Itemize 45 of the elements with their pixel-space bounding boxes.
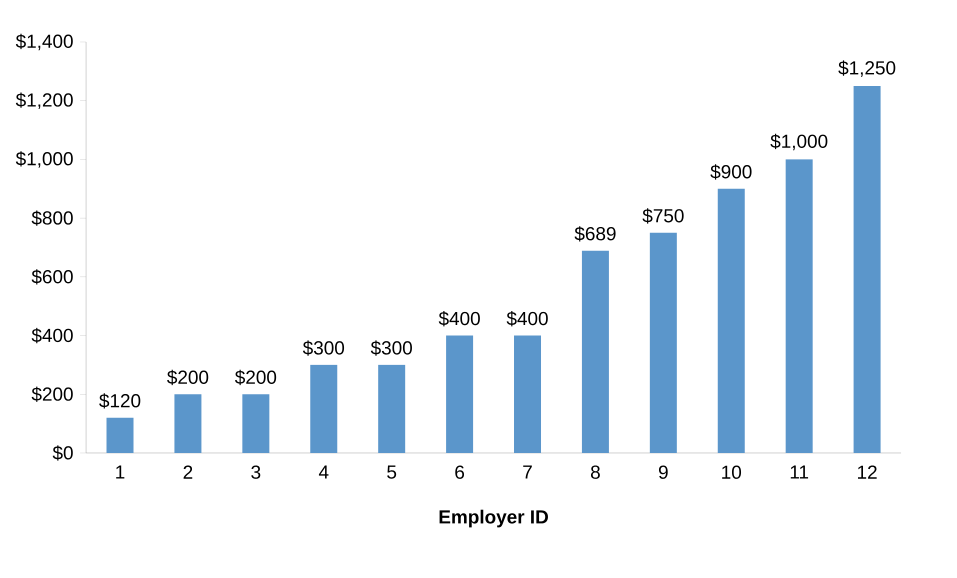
x-tick-label: 10 [722,465,742,479]
bar [718,188,745,453]
data-label: $400 [506,311,548,326]
bar [242,394,270,453]
x-tick-label: 5 [387,466,396,479]
x-tick-label: 3 [251,465,260,479]
y-tick-label: $1,200 [16,92,73,109]
y-tick-label: $1,000 [16,151,73,168]
bar [786,159,813,453]
y-tick-label: $200 [32,386,73,402]
bar [310,364,338,453]
x-tick-label: 9 [658,465,668,479]
data-label: $900 [710,164,752,180]
data-label: $120 [99,393,140,409]
data-label: $300 [370,340,412,356]
y-tick-label: $1,400 [16,34,73,50]
bar [582,250,609,453]
x-tick-label: 2 [184,465,192,479]
data-label: $400 [438,311,480,326]
y-tick-label: $600 [32,269,73,285]
y-tick-label: $400 [32,328,73,344]
data-label: $200 [167,370,208,386]
data-label: $200 [234,370,276,386]
bar [854,86,881,453]
x-tick-label: 7 [523,466,532,479]
bar [378,364,406,453]
x-tick-label: 6 [455,465,464,479]
x-tick-label: 1 [116,466,124,479]
y-tick-label: $0 [52,445,73,461]
bar [514,336,542,453]
x-tick-label: 12 [858,465,877,479]
data-label: $300 [302,340,344,356]
y-tick-label: $800 [32,210,73,226]
bar [174,394,202,453]
data-label: $1,250 [838,60,896,77]
data-label: $750 [642,208,684,224]
x-tick-label: 11 [790,466,808,479]
data-label: $689 [574,226,616,242]
bar [446,336,474,453]
bar [106,418,134,453]
data-label: $1,000 [770,134,828,150]
x-tick-label: 8 [590,465,600,479]
x-axis-title: Employer ID [440,510,548,528]
x-tick-label: 4 [318,466,328,479]
bar [650,232,677,453]
